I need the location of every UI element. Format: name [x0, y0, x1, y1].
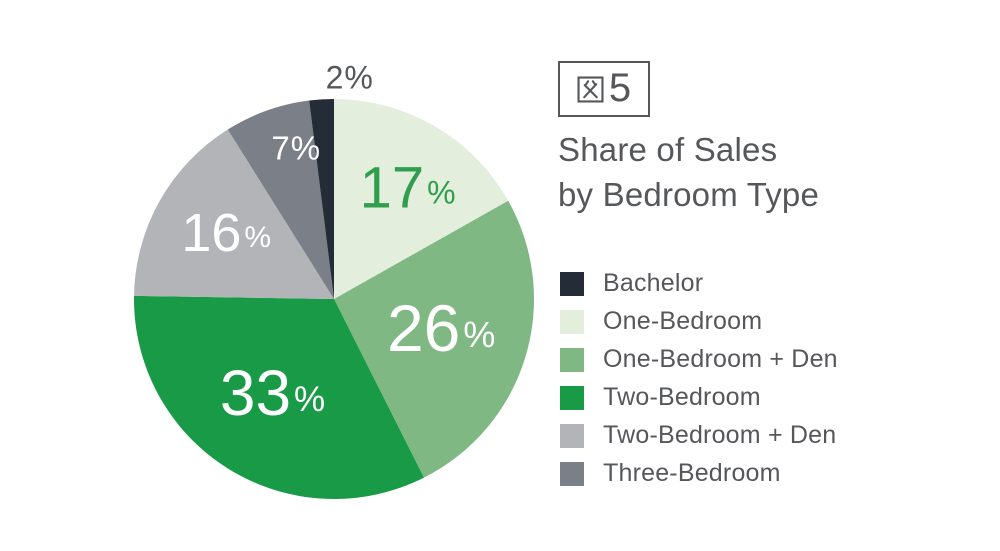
legend-item: Two-Bedroom — [560, 382, 838, 411]
legend-label: Two-Bedroom — [603, 382, 761, 411]
pie-label-two-bedroom: 33% — [220, 357, 325, 429]
legend: Bachelor One-Bedroom One-Bedroom + Den Two-… — [560, 268, 838, 500]
pie-slice-three-bedroom — [227, 100, 334, 299]
pie-slice-bachelor — [309, 99, 334, 299]
figure-label-box: 5 — [558, 61, 650, 117]
pie-slices — [133, 99, 534, 500]
pie-value-labels: 17% 26% 33% 16 %7%2% — [181, 60, 495, 429]
pie-slice-two-bedroom — [133, 295, 424, 500]
pie-slice-one-bedroom — [334, 99, 509, 299]
legend-swatch — [560, 462, 584, 486]
legend-item: Two-Bedroom + Den — [560, 420, 838, 449]
pie-slice-two-bedroom-den — [134, 129, 334, 299]
pie-chart: 17% 26% 33% 16 %7%2% — [133, 60, 534, 500]
legend-item: Three-Bedroom — [560, 458, 838, 487]
legend-label: One-Bedroom + Den — [603, 344, 838, 373]
legend-swatch — [560, 386, 584, 410]
legend-swatch — [560, 310, 584, 334]
pie-label-three-bedroom: 7% — [271, 130, 320, 167]
legend-swatch — [560, 272, 584, 296]
chart-title: Share of Sales by Bedroom Type — [558, 127, 819, 217]
legend-swatch — [560, 424, 584, 448]
legend-label: Two-Bedroom + Den — [603, 420, 837, 449]
legend-label: One-Bedroom — [603, 306, 763, 335]
zu-kanji-icon — [577, 75, 604, 103]
legend-item: Bachelor — [560, 268, 838, 297]
info-panel: 5 Share of Sales by Bedroom Type Bachelo… — [558, 0, 978, 551]
legend-swatch — [560, 348, 584, 372]
chart-title-line1: Share of Sales — [558, 131, 778, 168]
legend-item: One-Bedroom — [560, 306, 838, 335]
pie-slice-one-bedroom-den — [334, 200, 534, 478]
pie-label-two-bedroom-den: 16% — [181, 203, 271, 263]
pie-label-one-bedroom-den: 26% — [387, 291, 495, 365]
legend-label: Bachelor — [603, 268, 704, 297]
pie-label-one-bedroom: 17% — [360, 155, 456, 220]
pie-label-bachelor: 2% — [326, 60, 373, 96]
legend-item: One-Bedroom + Den — [560, 344, 838, 373]
chart-title-line2: by Bedroom Type — [558, 176, 820, 213]
figure-number: 5 — [608, 66, 632, 110]
legend-label: Three-Bedroom — [603, 458, 781, 487]
